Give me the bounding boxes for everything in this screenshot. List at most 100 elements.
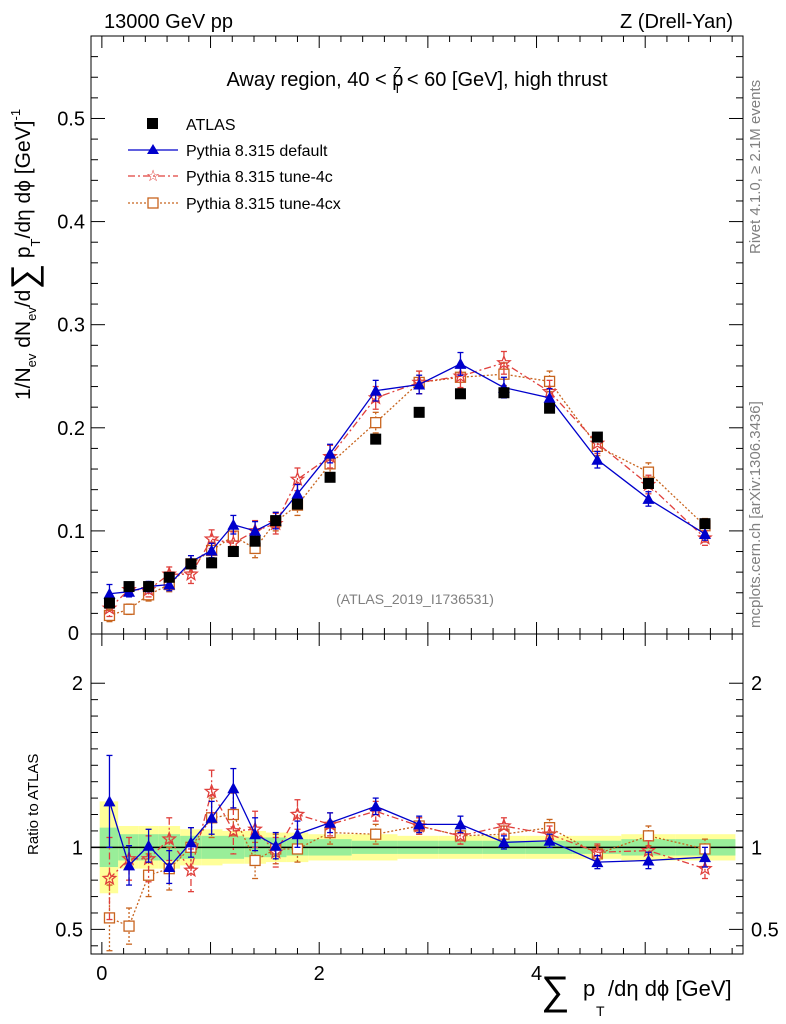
ratio-y-tick-label: 2 bbox=[72, 673, 83, 695]
data-point-default bbox=[497, 836, 510, 848]
data-point-atlas bbox=[370, 433, 382, 445]
header-right: Z (Drell-Yan) bbox=[620, 11, 733, 33]
data-point-default bbox=[227, 782, 240, 794]
x-tick-label: 0 bbox=[96, 963, 107, 985]
data-point-tune4cx bbox=[123, 603, 135, 615]
data-point-tune4c bbox=[183, 565, 199, 581]
x-tick-label: 2 bbox=[314, 963, 325, 985]
data-point-atlas bbox=[249, 535, 261, 547]
data-point-tune4c bbox=[452, 367, 469, 383]
main-title: Away region, 40 < pZ T < 60 [GeV], high t… bbox=[226, 64, 608, 96]
data-point-default bbox=[369, 384, 382, 396]
ratio-y-tick-label-right: 0.5 bbox=[751, 919, 779, 941]
data-point-atlas bbox=[185, 558, 197, 570]
data-point-default bbox=[205, 811, 218, 823]
y-tick-label-zero: 0 bbox=[68, 623, 79, 645]
analysis-watermark: (ATLAS_2019_I1736531) bbox=[336, 591, 494, 607]
data-point-atlas bbox=[324, 471, 336, 483]
legend-marker-tune4cx bbox=[147, 197, 159, 209]
data-point-default bbox=[163, 578, 176, 590]
data-point-default bbox=[369, 800, 382, 812]
data-point-default bbox=[591, 856, 604, 868]
data-point-default bbox=[163, 861, 176, 873]
data-point-atlas bbox=[699, 518, 711, 530]
ratio-y-tick-label: 0.5 bbox=[55, 919, 83, 941]
data-point-tune4c bbox=[496, 354, 512, 370]
data-point-default bbox=[324, 447, 337, 459]
data-point-atlas bbox=[291, 498, 303, 510]
data-point-atlas bbox=[123, 581, 135, 593]
series-tune4cx-main bbox=[103, 362, 711, 623]
ratio-y-tick-label: 1 bbox=[72, 837, 83, 859]
data-point-atlas bbox=[206, 557, 218, 569]
rivet-version-text: Rivet 4.1.0, ≥ 2.1M events bbox=[747, 80, 764, 254]
data-point-default bbox=[269, 839, 282, 851]
data-point-tune4cx bbox=[123, 920, 135, 932]
data-point-tune4cx bbox=[370, 416, 382, 429]
data-point-default bbox=[291, 828, 304, 840]
data-point-default bbox=[249, 828, 262, 840]
data-point-default bbox=[454, 818, 467, 830]
data-point-atlas bbox=[163, 571, 175, 583]
legend-marker-atlas bbox=[147, 118, 158, 129]
data-point-default bbox=[205, 544, 218, 556]
data-point-atlas bbox=[642, 477, 654, 489]
data-point-atlas bbox=[143, 581, 155, 593]
y-tick-label: 0.1 bbox=[57, 521, 85, 543]
y-tick-label: 0.5 bbox=[57, 108, 85, 130]
data-point-tune4c bbox=[697, 529, 713, 545]
data-point-atlas bbox=[227, 546, 239, 558]
data-point-default bbox=[227, 518, 240, 530]
data-point-tune4c bbox=[183, 862, 199, 878]
data-point-tune4c bbox=[161, 830, 178, 846]
series-line-tune4c bbox=[109, 362, 706, 609]
legend-marker-default bbox=[147, 144, 159, 154]
legend-label-tune4cx: Pythia 8.315 tune-4cx bbox=[186, 196, 341, 213]
data-point-default bbox=[324, 816, 337, 828]
data-point-atlas bbox=[270, 515, 282, 527]
ratio-plot-frame bbox=[90, 633, 744, 955]
data-point-atlas bbox=[454, 388, 466, 400]
svg-text:1/Nev dNev/d∑ pT/dη dϕ [GeV]-: 1/Nev dNev/d∑ pT/dη dϕ [GeV]-1 bbox=[3, 109, 44, 400]
y-tick-label: 0.2 bbox=[57, 418, 85, 440]
legend-label-atlas: ATLAS bbox=[186, 117, 236, 134]
data-point-tune4cx bbox=[642, 830, 655, 842]
svg-text:p: p bbox=[583, 976, 595, 1001]
data-point-tune4c bbox=[697, 860, 713, 876]
data-point-default bbox=[142, 839, 155, 851]
data-point-default bbox=[103, 587, 116, 599]
mcplots-text: mcplots.cern.ch [arXiv:1306.3436] bbox=[747, 401, 764, 628]
data-point-default bbox=[591, 453, 604, 465]
ratio-y-axis-label: Ratio to ATLAS bbox=[25, 754, 42, 855]
legend-label-tune4c: Pythia 8.315 tune-4c bbox=[186, 169, 333, 186]
data-point-default bbox=[413, 378, 426, 390]
series-tune4cx-ratio bbox=[103, 792, 711, 952]
svg-text:T: T bbox=[596, 1003, 605, 1019]
y-tick-label: 0.3 bbox=[57, 315, 85, 337]
data-point-tune4cx bbox=[370, 828, 382, 840]
data-marks bbox=[101, 350, 713, 952]
svg-text:/dη dϕ [GeV]: /dη dϕ [GeV] bbox=[608, 976, 732, 1001]
series-data-main bbox=[103, 387, 711, 609]
data-point-tune4cx bbox=[249, 854, 261, 867]
data-point-default bbox=[123, 859, 136, 871]
legend-label-default: Pythia 8.315 default bbox=[186, 143, 328, 160]
data-point-tune4c bbox=[289, 470, 306, 487]
data-point-default bbox=[103, 795, 116, 807]
data-point-atlas bbox=[544, 402, 556, 414]
data-point-default bbox=[413, 818, 426, 830]
data-point-tune4c bbox=[496, 817, 512, 833]
data-point-tune4c bbox=[289, 806, 306, 822]
data-point-default bbox=[184, 836, 197, 848]
series-line-default bbox=[109, 363, 706, 595]
series-tune4c-main bbox=[101, 350, 713, 618]
data-point-tune4c bbox=[203, 783, 220, 799]
x-tick-label: 4 bbox=[531, 963, 542, 985]
data-point-atlas bbox=[591, 431, 603, 443]
data-point-tune4c bbox=[101, 870, 118, 886]
ratio-uncertainty-bands bbox=[91, 801, 743, 894]
legend-marker-tune4c: ☆ bbox=[146, 166, 160, 185]
svg-text:∑: ∑ bbox=[541, 969, 570, 1013]
legend: ATLAS Pythia 8.315 default ☆ Pythia 8.31… bbox=[128, 117, 341, 213]
ratio-y-tick-label-right: 1 bbox=[751, 837, 762, 859]
